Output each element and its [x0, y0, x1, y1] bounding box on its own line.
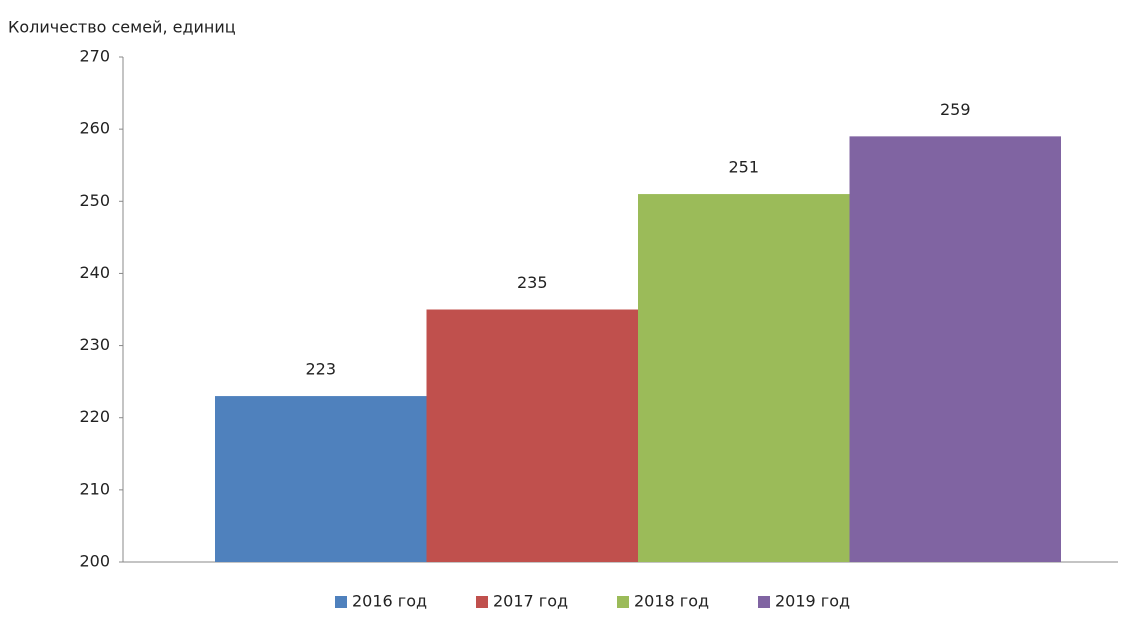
bar	[638, 194, 850, 563]
legend-swatch	[335, 596, 347, 608]
bar	[215, 396, 427, 562]
y-tick-label: 240	[79, 263, 110, 282]
legend-swatch	[617, 596, 629, 608]
legend-label: 2019 год	[775, 592, 850, 611]
value-label: 251	[728, 158, 759, 177]
y-axis-label: Количество семей, единиц	[8, 18, 236, 37]
value-label: 259	[940, 100, 971, 119]
legend-swatch	[476, 596, 488, 608]
y-tick-label: 220	[79, 407, 110, 426]
y-tick-label: 200	[79, 552, 110, 571]
y-tick-label: 210	[79, 479, 110, 498]
legend-label: 2018 год	[634, 592, 709, 611]
y-tick-label: 270	[79, 47, 110, 66]
legend-label: 2016 год	[352, 592, 427, 611]
y-tick-label: 250	[79, 191, 110, 210]
y-tick-label: 230	[79, 335, 110, 354]
y-tick-label: 260	[79, 119, 110, 138]
bar	[849, 136, 1061, 562]
legend-swatch	[758, 596, 770, 608]
bar	[426, 309, 638, 562]
value-label: 235	[517, 273, 548, 292]
legend-label: 2017 год	[493, 592, 568, 611]
value-label: 223	[305, 360, 336, 379]
